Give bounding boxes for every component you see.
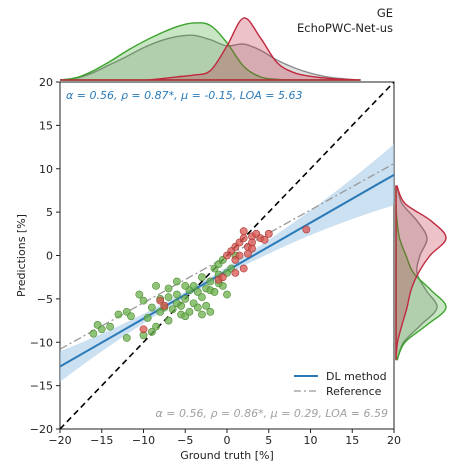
scatter-points (89, 225, 311, 342)
data-point-green (177, 301, 185, 310)
data-point-green (164, 284, 173, 293)
data-point-red (235, 251, 244, 260)
data-point-green (206, 307, 215, 316)
figure-title-line-2: EchoPWC-Net-us (297, 21, 393, 35)
data-point-green (202, 301, 211, 310)
data-point-red (231, 268, 240, 277)
data-point-red (239, 227, 248, 236)
data-point-red (243, 249, 252, 258)
y-tick-label: 10 (39, 163, 53, 176)
y-tick-label: 15 (39, 119, 53, 132)
marginal-x-red-kde (59, 17, 361, 81)
data-point-green (152, 281, 160, 290)
y-tick-label: 0 (46, 250, 53, 263)
data-point-green (122, 334, 131, 342)
data-point-green (114, 310, 123, 319)
data-point-green (93, 320, 102, 329)
legend: DL method Reference (294, 370, 387, 398)
x-tick-label: 15 (345, 434, 359, 447)
y-axis-label: Predictions [%] (15, 214, 28, 297)
y-tick-label: 5 (46, 206, 53, 219)
marginal-y-density (395, 185, 447, 361)
data-point-green (164, 293, 173, 302)
data-point-green (139, 296, 148, 305)
data-point-green (198, 310, 206, 319)
dl-confidence-band (60, 144, 394, 382)
legend-label-dl-method: DL method (326, 370, 387, 383)
data-point-red (223, 251, 231, 260)
data-point-red (260, 235, 269, 244)
data-point-red (218, 273, 227, 282)
main-scatter-plot: −20 −15 −10 −5 0 5 10 15 20 20 15 10 5 0 −5 −10 −15 −20 α… (15, 76, 401, 462)
data-point-red (139, 325, 148, 334)
data-point-green (181, 281, 190, 290)
data-point-green (135, 290, 144, 299)
confidence-band (60, 144, 394, 382)
data-point-green (143, 314, 152, 322)
data-point-green (223, 290, 231, 299)
data-point-green (193, 288, 202, 296)
data-point-green (181, 294, 190, 303)
y-tick-label: −10 (30, 336, 53, 349)
stats-annotation-bottom: α = 0.56, ρ = 0.86*, μ = 0.29, LOA = 6.5… (156, 407, 389, 420)
y-tick-label: 20 (39, 76, 53, 89)
data-point-green (147, 327, 156, 336)
y-tick-label: −20 (30, 423, 53, 436)
data-point-green (147, 303, 156, 312)
data-point-green (127, 312, 135, 321)
data-point-green (172, 277, 181, 286)
stats-annotation-top: α = 0.56, ρ = 0.87*, μ = -0.15, LOA = 5.… (66, 89, 302, 102)
legend-label-reference: Reference (326, 385, 382, 398)
data-point-green (189, 281, 198, 290)
x-tick-label: 0 (224, 434, 231, 447)
x-tick-label: 20 (387, 434, 401, 447)
figure-title-line-1: GE (377, 6, 393, 20)
data-point-green (152, 322, 160, 331)
data-point-red (248, 244, 256, 253)
data-point-green (172, 290, 181, 299)
y-tick-label: −15 (30, 380, 53, 393)
x-tick-label: 10 (304, 434, 318, 447)
data-point-green (206, 277, 215, 286)
data-point-green (198, 273, 206, 282)
data-point-red (239, 234, 248, 243)
data-point-green (193, 303, 202, 312)
marginal-y-gray-kde (395, 185, 438, 361)
x-tick-label: −20 (48, 434, 71, 447)
axis-ticks: −20 −15 −10 −5 0 5 10 15 20 20 15 10 5 0 −5 −10 −15 −20 (30, 76, 401, 447)
x-tick-label: −5 (177, 434, 193, 447)
y-tick-label: −5 (37, 293, 53, 306)
data-point-green (89, 329, 98, 338)
data-point-green (185, 307, 194, 316)
data-point-red (264, 229, 273, 238)
x-tick-label: 5 (265, 434, 272, 447)
x-tick-label: −10 (132, 434, 155, 447)
data-point-green (198, 293, 206, 302)
data-point-green (210, 288, 219, 296)
marginal-y-red-kde (395, 185, 447, 360)
data-point-red (160, 301, 169, 310)
data-point-red (302, 225, 311, 234)
data-point-green (168, 305, 177, 314)
x-axis-label: Ground truth [%] (180, 449, 274, 462)
data-point-red (239, 264, 248, 273)
marginal-x-density (59, 17, 361, 81)
data-point-green (164, 316, 173, 325)
data-point-green (106, 322, 114, 331)
x-tick-label: −15 (90, 434, 113, 447)
data-point-red (156, 296, 165, 305)
